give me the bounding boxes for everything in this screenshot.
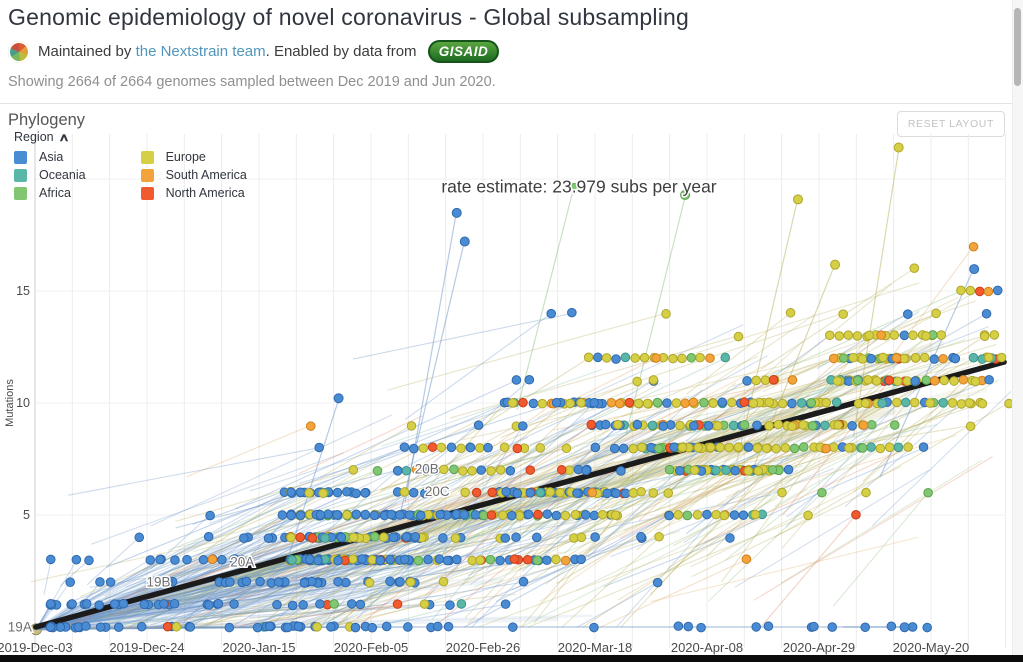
labels-layer: 2019-Dec-03 2019-Dec-24 2020-Jan-15 2020-Fe… [0, 175, 970, 655]
legend-swatch-oceania[interactable] [14, 168, 27, 182]
scrollbar-track[interactable] [1012, 0, 1023, 655]
y-tick-label: 10 [16, 396, 30, 410]
legend-column: Asia Oceania Africa [14, 150, 86, 204]
x-tick-label: 2020-Feb-26 [446, 640, 520, 655]
clade-label-20B: 20B [415, 462, 439, 477]
legend-item-oceania[interactable]: Oceania [14, 168, 86, 182]
clade-label-20C: 20C [425, 484, 450, 499]
legend-column: Europe South America North America [140, 150, 247, 204]
window-bottom-edge [0, 655, 1023, 662]
clade-label-19B: 19B [146, 575, 170, 590]
reset-layout-button[interactable]: RESET LAYOUT [896, 111, 1005, 137]
x-tick-label: 2020-Feb-05 [334, 640, 408, 655]
legend-item-europe[interactable]: Europe [140, 150, 247, 164]
nextstrain-logo-icon [8, 40, 30, 63]
nextstrain-team-link[interactable]: the Nextstrain team [135, 43, 266, 60]
genome-count-status: Showing 2664 of 2664 genomes sampled bet… [8, 74, 496, 90]
y-tick-label: 15 [16, 284, 30, 298]
region-legend: Region ∧ Asia Oceania Africa Europe South Am… [14, 130, 247, 204]
legend-label-africa: Africa [39, 186, 71, 200]
legend-label-north_america: North America [165, 186, 245, 200]
x-tick-label: 2019-Dec-03 [0, 640, 73, 655]
x-tick-label: 2020-Mar-18 [558, 640, 632, 655]
legend-label-asia: Asia [39, 150, 64, 164]
x-tick-label: 2020-Apr-29 [783, 640, 855, 655]
legend-items: Asia Oceania Africa Europe South America Nort… [14, 150, 247, 204]
legend-label-south_america: South America [165, 168, 247, 182]
phylogeny-panel-title: Phylogeny [8, 111, 86, 129]
legend-swatch-south_america[interactable] [140, 168, 154, 182]
legend-title: Region [14, 130, 54, 144]
y-axis-title: Mutations [4, 379, 16, 427]
gisaid-logo[interactable]: GISAID [427, 40, 500, 63]
y-tick-label: 5 [23, 508, 30, 522]
x-tick-label: 2019-Dec-24 [109, 640, 184, 655]
legend-item-south_america[interactable]: South America [140, 168, 247, 182]
x-tick-label: 2020-Jan-15 [222, 640, 295, 655]
legend-item-north_america[interactable]: North America [140, 186, 247, 200]
tips-layer[interactable] [45, 142, 1014, 633]
legend-swatch-asia[interactable] [14, 150, 27, 164]
phylogeny-canvas[interactable]: 2019-Dec-03 2019-Dec-24 2020-Jan-15 2020-Fe… [0, 130, 1023, 662]
page-title: Genomic epidemiology of novel coronaviru… [8, 4, 690, 30]
x-tick-label: 2020-May-20 [893, 640, 970, 655]
chevron-up-icon: ∧ [58, 131, 70, 144]
legend-swatch-europe[interactable] [140, 150, 154, 164]
byline-prefix: Maintained by [38, 43, 136, 60]
clade-label-20A: 20A [230, 555, 254, 570]
scrollbar-thumb[interactable] [1014, 8, 1021, 86]
byline-middle: . Enabled by data from [265, 43, 421, 60]
clade-label-19A: 19A [8, 619, 32, 634]
legend-swatch-africa[interactable] [14, 186, 27, 200]
legend-swatch-north_america[interactable] [140, 186, 154, 200]
rate-estimate-label: rate estimate: 23.979 subs per year [441, 176, 716, 196]
legend-toggle[interactable]: Region ∧ [14, 130, 247, 144]
legend-item-africa[interactable]: Africa [14, 186, 86, 200]
byline: Maintained by the Nextstrain team. Enabl… [8, 40, 500, 63]
header-divider [0, 103, 1013, 104]
legend-item-asia[interactable]: Asia [14, 150, 86, 164]
legend-label-oceania: Oceania [39, 168, 86, 182]
x-tick-label: 2020-Apr-08 [671, 640, 743, 655]
legend-label-europe: Europe [165, 150, 206, 164]
